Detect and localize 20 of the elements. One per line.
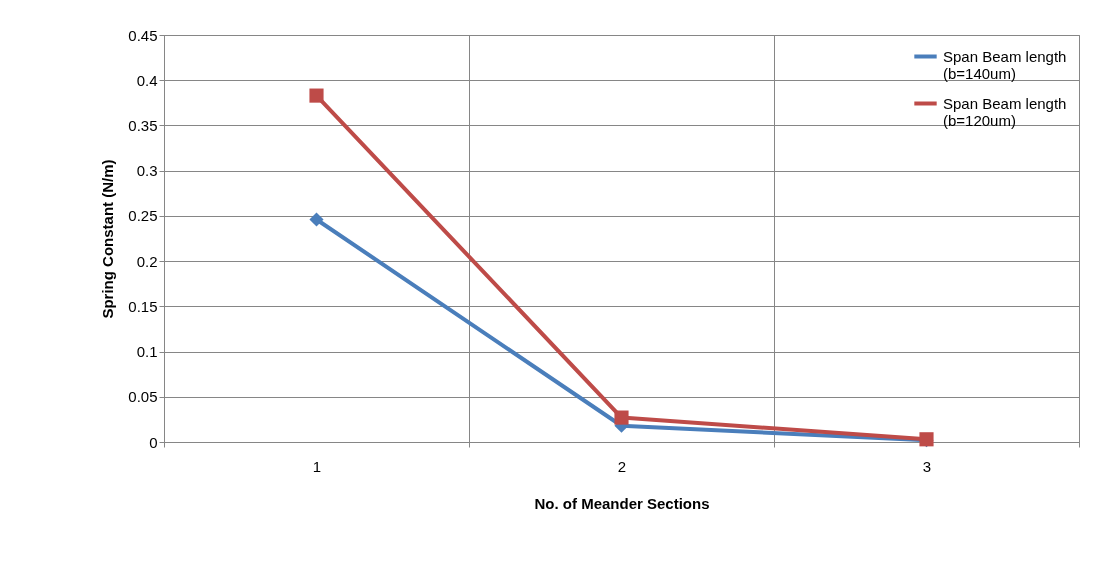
- y-tick-label: 0.2: [136, 252, 158, 270]
- y-tick-label: 0.15: [128, 297, 158, 315]
- point: [309, 212, 324, 227]
- x-tick-label: 3: [922, 457, 932, 475]
- x-axis-title: No. of Meander Sections: [534, 494, 710, 512]
- y-tick-label: 0.45: [128, 26, 158, 44]
- y-tick-label: 0.05: [128, 388, 158, 406]
- y-tick-label: 0.3: [136, 162, 158, 180]
- legend-label: Span Beam length (b=140um): [943, 47, 1067, 82]
- x-tick-label: 2: [617, 457, 627, 475]
- y-tick-label: 0.35: [128, 116, 158, 134]
- x-tick-label: 1: [312, 457, 322, 475]
- y-tick-label: 0.25: [128, 207, 158, 225]
- y-tick-label: 0: [149, 433, 158, 451]
- y-tick-label: 0.1: [136, 343, 158, 361]
- point: [309, 88, 324, 103]
- point: [614, 410, 629, 425]
- y-tick-label: 0.4: [136, 71, 158, 89]
- legend-label: Span Beam length (b=120um): [943, 94, 1067, 129]
- y-axis-title: Spring Constant (N/m): [99, 159, 117, 319]
